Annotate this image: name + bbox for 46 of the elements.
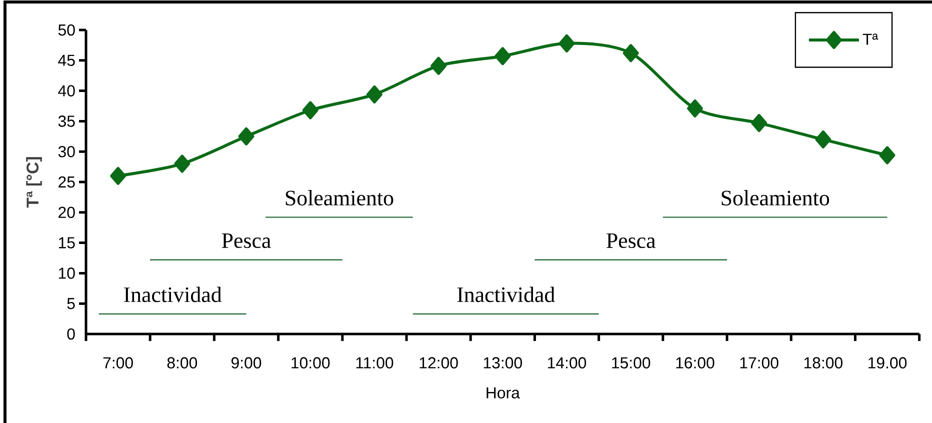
y-tick-label: 50 [58,24,75,36]
point [366,85,382,104]
point [238,127,254,146]
y-tick-label: 20 [58,206,75,218]
point [494,47,511,66]
x-axis-title: Hora [486,387,520,398]
y-tick-label: 0 [67,328,75,340]
point [110,166,126,185]
point [558,34,575,52]
point [879,146,896,164]
x-tick-label: 8:00 [167,357,198,368]
point [430,56,447,75]
legend-label: Tª [862,34,878,45]
x-tick-label: 16:00 [676,357,714,368]
y-tick-label: 25 [58,176,75,188]
y-tick-label: 40 [58,85,75,96]
point [751,114,768,132]
x-tick-label: 18:00 [804,357,842,368]
y-axis-title: Tª [°C] [26,157,42,208]
x-tick-label: 17:00 [740,357,778,368]
point [174,154,190,173]
series-label: Soleamiento [286,190,394,206]
point [622,44,639,62]
point [302,101,318,120]
y-tick-label: 30 [58,146,75,158]
point [686,99,703,118]
y-tick-label: 10 [58,268,75,279]
series-label: Soleamiento [722,190,830,206]
x-tick-label: 9:00 [231,357,262,368]
x-tick-label: 15:00 [612,357,650,368]
point [815,130,832,148]
x-tick-label: 13:00 [484,357,522,368]
y-tick-label: 5 [67,298,75,310]
series-label: Pesca [606,233,656,248]
x-tick-label: 10:00 [292,357,330,368]
x-tick-label: 14:00 [548,357,586,368]
y-tick-label: 45 [58,54,75,66]
y-tick-label: 35 [58,116,75,127]
x-tick-label: 12:00 [420,357,458,368]
x-tick-label: 19.00 [868,357,907,368]
y-tick-label: 15 [58,237,75,248]
x-tick-label: 11:00 [356,357,394,368]
series-label: Inactividad [124,286,222,302]
series-label: Pesca [222,233,271,248]
x-tick-label: 7:00 [103,357,133,368]
series-label: Inactividad [457,286,555,302]
